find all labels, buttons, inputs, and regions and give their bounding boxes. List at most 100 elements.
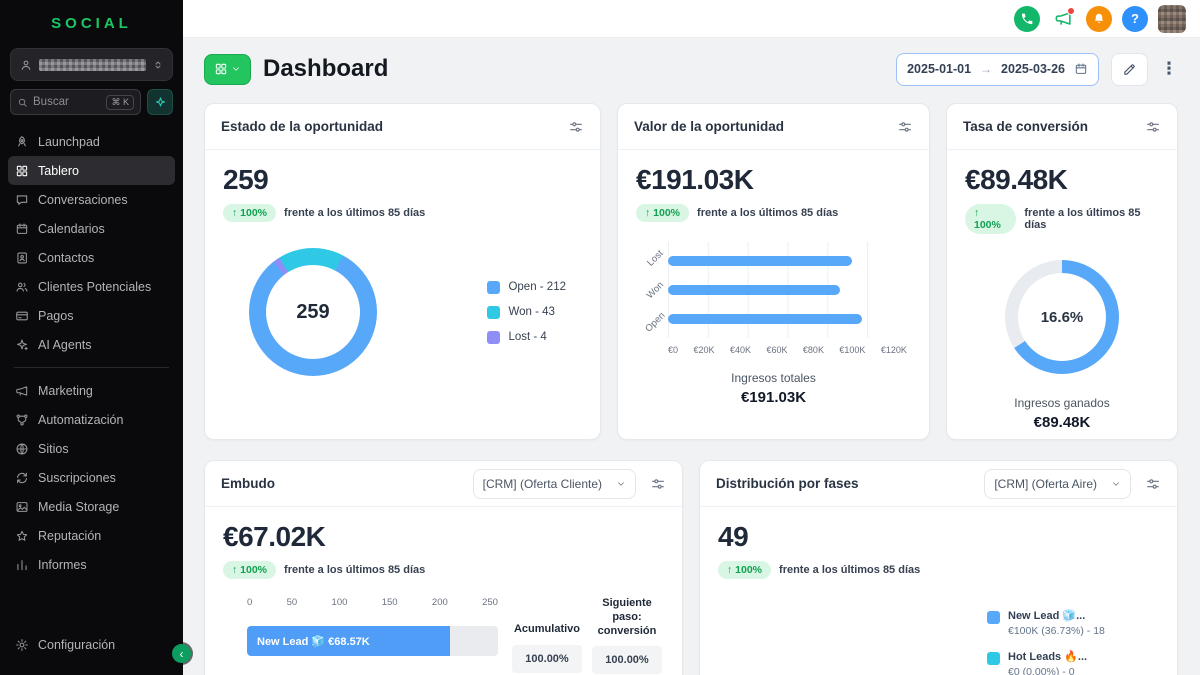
funnel-row: New Lead 🧊 €68.57K xyxy=(247,626,498,656)
comparison-text: frente a los últimos 85 días xyxy=(284,207,426,219)
chart-legend: Open - 212 Won - 43 Lost - 4 xyxy=(487,280,566,344)
page-header: Dashboard 2025-01-01 → 2025-03-26 ⋮ xyxy=(204,47,1178,91)
sidebar-item-informes[interactable]: Informes xyxy=(8,550,175,579)
bar-won xyxy=(668,284,841,295)
sidebar-item-configuracion[interactable]: Configuración xyxy=(8,630,175,659)
legend-swatch-new-lead xyxy=(987,611,1000,624)
comparison-text: frente a los últimos 85 días xyxy=(1024,207,1141,231)
sidebar-item-label: AI Agents xyxy=(38,337,92,352)
sidebar-item-clientes-potenciales[interactable]: Clientes Potenciales xyxy=(8,272,175,301)
sidebar-item-label: Clientes Potenciales xyxy=(38,279,152,294)
chevron-down-icon xyxy=(616,479,626,489)
sidebar-item-label: Tablero xyxy=(38,163,79,178)
comparison-text: frente a los últimos 85 días xyxy=(284,564,426,576)
sidebar-item-sitios[interactable]: Sitios xyxy=(8,434,175,463)
sidebar-collapse-button[interactable]: ‹ xyxy=(172,644,191,663)
filter-sliders-icon[interactable] xyxy=(650,476,666,492)
chat-icon xyxy=(15,193,29,207)
sidebar-item-automatizacion[interactable]: Automatización xyxy=(8,405,175,434)
date-range-picker[interactable]: 2025-01-01 → 2025-03-26 xyxy=(896,52,1099,86)
x-tick: €100K xyxy=(839,345,866,355)
column-header-next-step: Siguiente paso: conversión xyxy=(597,597,657,637)
footer-value: €89.48K xyxy=(1033,414,1091,431)
legend-label: Hot Leads 🔥... xyxy=(1008,651,1088,663)
column-header-cumulative: Acumulativo xyxy=(513,623,580,636)
filter-sliders-icon[interactable] xyxy=(1145,119,1161,135)
sidebar-item-calendarios[interactable]: Calendarios xyxy=(8,214,175,243)
horizontal-bar-chart: Lost Won Open xyxy=(636,242,911,338)
sidebar-item-ai-agents[interactable]: AI Agents xyxy=(8,330,175,359)
x-tick: 150 xyxy=(381,597,398,608)
calendar-icon xyxy=(1074,62,1088,76)
date-start: 2025-01-01 xyxy=(907,62,972,76)
calendar-icon xyxy=(15,222,29,236)
content-area: Dashboard 2025-01-01 → 2025-03-26 ⋮ Esta… xyxy=(183,38,1200,675)
search-input[interactable]: Buscar ⌘ K xyxy=(10,89,141,115)
funnel-chart: 0 50 100 150 200 250 New Lead 🧊 €68.57K xyxy=(223,597,664,675)
edit-dashboard-button[interactable] xyxy=(1111,52,1148,86)
trend-badge: ↑ 100% xyxy=(965,204,1017,234)
legend-label: Lost - 4 xyxy=(508,331,547,343)
pipeline-select[interactable]: [CRM] (Oferta Aire) xyxy=(984,468,1131,499)
spark-icon xyxy=(154,96,167,109)
legend-label: Won - 43 xyxy=(508,306,555,318)
filter-sliders-icon[interactable] xyxy=(897,119,913,135)
card-funnel: Embudo [CRM] (Oferta Cliente) €67.02K ↑ … xyxy=(204,460,683,675)
sidebar-nav: Launchpad Tablero Conversaciones Calenda… xyxy=(0,127,183,630)
trend-badge: ↑ 100% xyxy=(718,561,772,579)
card-title: Valor de la oportunidad xyxy=(634,119,785,134)
sidebar-item-conversaciones[interactable]: Conversaciones xyxy=(8,185,175,214)
sidebar-item-suscripciones[interactable]: Suscripciones xyxy=(8,463,175,492)
x-tick: €40K xyxy=(729,345,751,355)
footer-value: €191.03K xyxy=(740,389,807,406)
arrow-right-icon: → xyxy=(980,62,993,76)
sidebar-item-tablero[interactable]: Tablero xyxy=(8,156,175,185)
chevron-left-icon: ‹ xyxy=(179,646,184,661)
metric-value: 259 xyxy=(223,164,269,195)
card-title: Embudo xyxy=(221,476,275,491)
sidebar-item-label: Informes xyxy=(38,557,87,572)
trend-badge: ↑ 100% xyxy=(636,204,690,222)
x-tick: 0 xyxy=(247,597,253,608)
sidebar-item-launchpad[interactable]: Launchpad xyxy=(8,127,175,156)
star-icon xyxy=(15,529,29,543)
dashboard-switcher-button[interactable] xyxy=(204,53,251,85)
cumulative-value: 100.00% xyxy=(512,645,582,673)
sidebar-item-label: Pagos xyxy=(38,308,74,323)
more-options-button[interactable]: ⋮ xyxy=(1160,59,1178,78)
ai-assistant-button[interactable] xyxy=(147,89,173,115)
legend-value: €0 (0.00%) - 0 xyxy=(1008,666,1075,675)
sidebar-item-reputacion[interactable]: Reputación xyxy=(8,521,175,550)
contact-icon xyxy=(15,251,29,265)
sidebar-item-pagos[interactable]: Pagos xyxy=(8,301,175,330)
card-title: Tasa de conversión xyxy=(963,119,1089,134)
help-button[interactable]: ? xyxy=(1122,5,1148,32)
x-tick: €120K xyxy=(880,345,907,355)
announcements-button[interactable] xyxy=(1050,6,1076,32)
pipeline-select[interactable]: [CRM] (Oferta Cliente) xyxy=(472,468,636,499)
filter-sliders-icon[interactable] xyxy=(1145,476,1161,492)
phone-button[interactable] xyxy=(1014,5,1040,32)
sidebar-item-contactos[interactable]: Contactos xyxy=(8,243,175,272)
legend-item: Lost - 4 xyxy=(487,330,566,344)
legend-item: Won - 43 xyxy=(487,305,566,319)
sidebar-item-label: Automatización xyxy=(38,412,124,427)
account-switcher[interactable] xyxy=(10,48,173,81)
sidebar-item-marketing[interactable]: Marketing xyxy=(8,376,175,405)
gauge-chart: 16.6% xyxy=(1005,260,1119,374)
card-phase-distribution: Distribución por fases [CRM] (Oferta Air… xyxy=(699,460,1178,675)
x-tick: 50 xyxy=(286,597,298,608)
question-mark-icon: ? xyxy=(1131,11,1139,26)
notifications-button[interactable] xyxy=(1086,5,1112,32)
automation-icon xyxy=(15,413,29,427)
user-avatar[interactable] xyxy=(1158,4,1186,33)
metric-value: €67.02K xyxy=(223,521,326,552)
sidebar-item-media-storage[interactable]: Media Storage xyxy=(8,492,175,521)
gear-icon xyxy=(15,638,29,652)
search-icon xyxy=(17,97,28,108)
filter-sliders-icon[interactable] xyxy=(568,119,584,135)
donut-center-value: 259 xyxy=(296,300,330,323)
legend-swatch-lost xyxy=(487,330,501,344)
x-tick: €0 xyxy=(668,345,679,355)
sidebar-item-label: Suscripciones xyxy=(38,470,116,485)
